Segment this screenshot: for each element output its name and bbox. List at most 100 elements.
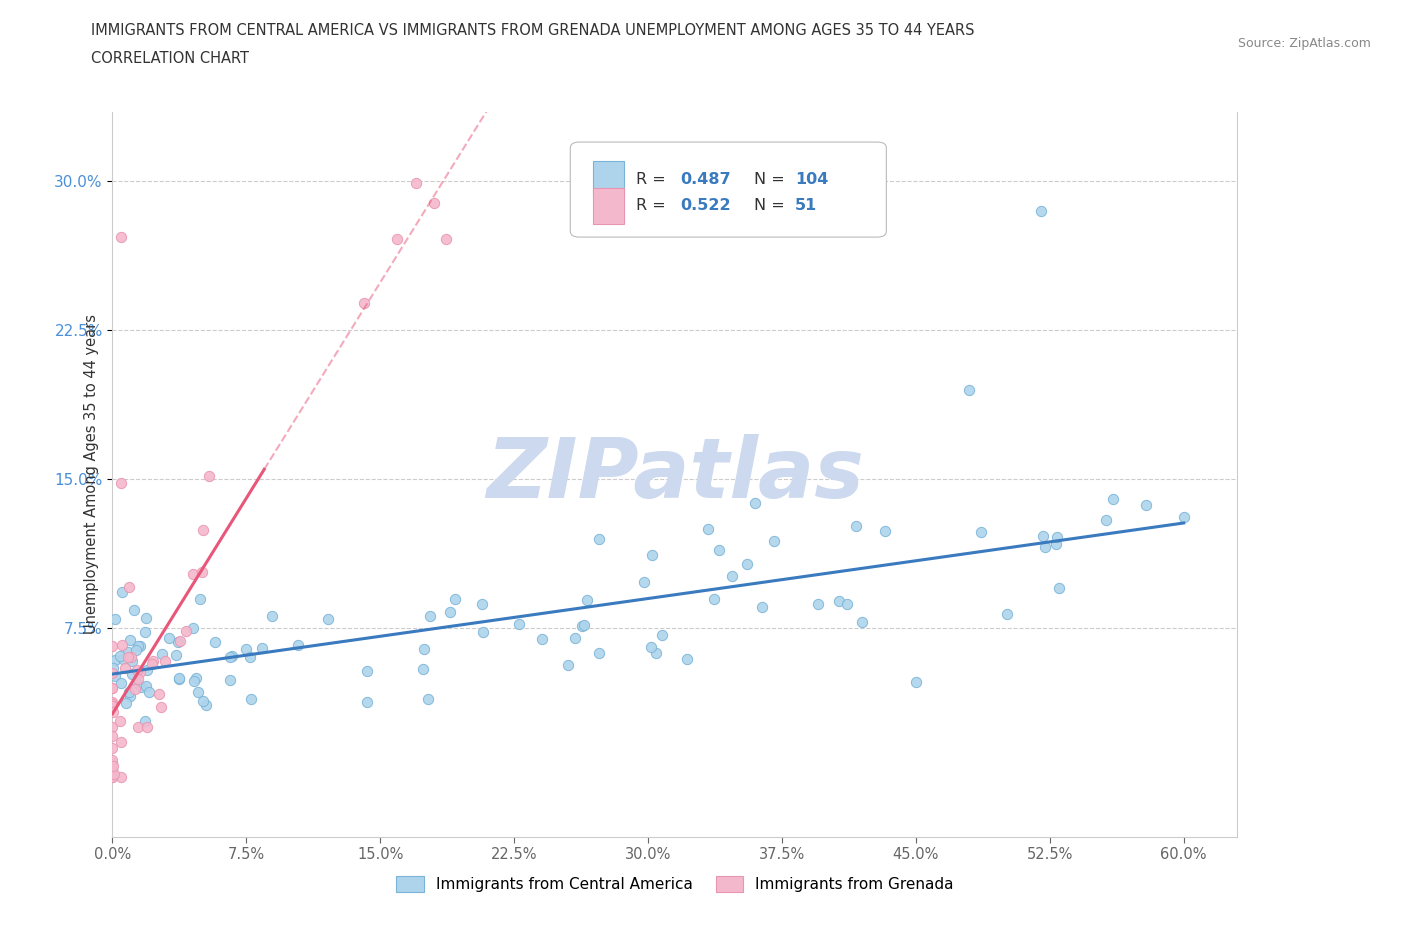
- Point: [120, 688, 142, 703]
- Point: [198, 469, 221, 484]
- Point: [120, 650, 142, 665]
- Point: [125, 675, 148, 690]
- FancyBboxPatch shape: [593, 161, 624, 197]
- Point: [165, 647, 187, 662]
- Text: 104: 104: [796, 171, 828, 187]
- Point: [148, 686, 170, 701]
- Point: [588, 645, 610, 660]
- Point: [183, 673, 205, 688]
- Point: [260, 609, 283, 624]
- Point: [101, 770, 124, 785]
- Point: [187, 684, 209, 699]
- Point: [641, 547, 664, 562]
- Point: [142, 654, 165, 669]
- Point: [1029, 204, 1052, 219]
- Point: [101, 755, 124, 770]
- Point: [150, 646, 173, 661]
- Point: [103, 661, 125, 676]
- Point: [108, 713, 131, 728]
- Point: [101, 752, 124, 767]
- Point: [651, 628, 673, 643]
- Point: [101, 638, 124, 653]
- Point: [835, 597, 858, 612]
- Point: [111, 584, 134, 599]
- Point: [250, 641, 273, 656]
- Text: Source: ZipAtlas.com: Source: ZipAtlas.com: [1237, 37, 1371, 50]
- Point: [707, 542, 730, 557]
- Point: [969, 525, 991, 539]
- FancyBboxPatch shape: [571, 142, 886, 237]
- Point: [108, 648, 131, 663]
- Point: [124, 682, 146, 697]
- Point: [135, 720, 157, 735]
- Point: [169, 633, 191, 648]
- Point: [762, 534, 785, 549]
- Point: [239, 650, 262, 665]
- Point: [702, 591, 724, 606]
- Point: [183, 620, 205, 635]
- Point: [127, 639, 149, 654]
- Point: [121, 667, 143, 682]
- Point: [167, 671, 190, 686]
- Point: [508, 617, 530, 631]
- Point: [471, 597, 494, 612]
- Point: [176, 624, 198, 639]
- Point: [101, 765, 124, 780]
- Point: [405, 176, 427, 191]
- Point: [219, 649, 242, 664]
- Point: [995, 606, 1018, 621]
- Point: [1032, 528, 1054, 543]
- Point: [194, 698, 217, 712]
- Text: IMMIGRANTS FROM CENTRAL AMERICA VS IMMIGRANTS FROM GRENADA UNEMPLOYMENT AMONG AG: IMMIGRANTS FROM CENTRAL AMERICA VS IMMIG…: [91, 23, 974, 38]
- Point: [129, 664, 152, 679]
- Point: [129, 639, 152, 654]
- Text: CORRELATION CHART: CORRELATION CHART: [91, 51, 249, 66]
- Point: [150, 699, 173, 714]
- Point: [127, 671, 149, 686]
- Point: [121, 653, 143, 668]
- Point: [138, 684, 160, 699]
- Point: [101, 680, 124, 695]
- Point: [218, 672, 240, 687]
- Point: [1045, 537, 1067, 551]
- Point: [157, 631, 180, 645]
- Point: [413, 642, 436, 657]
- Point: [419, 608, 441, 623]
- Point: [1135, 498, 1157, 512]
- Text: R =: R =: [636, 171, 671, 187]
- Point: [122, 602, 145, 617]
- Point: [101, 681, 124, 696]
- Point: [111, 638, 134, 653]
- Point: [125, 643, 148, 658]
- Point: [103, 705, 125, 720]
- Point: [101, 770, 124, 785]
- Point: [412, 661, 434, 676]
- Point: [235, 641, 257, 656]
- Text: ZIPatlas: ZIPatlas: [486, 433, 863, 515]
- Text: 0.487: 0.487: [681, 171, 731, 187]
- Text: N =: N =: [754, 171, 790, 187]
- Point: [153, 654, 176, 669]
- Point: [904, 674, 927, 689]
- Legend: Immigrants from Central America, Immigrants from Grenada: Immigrants from Central America, Immigra…: [389, 870, 960, 898]
- Point: [127, 719, 149, 734]
- Point: [101, 665, 124, 680]
- Point: [633, 575, 655, 590]
- Point: [191, 694, 214, 709]
- Point: [875, 524, 897, 538]
- Point: [129, 680, 152, 695]
- Point: [1033, 539, 1056, 554]
- Point: [120, 633, 142, 648]
- Point: [640, 640, 662, 655]
- Point: [104, 669, 127, 684]
- Point: [135, 678, 157, 693]
- Point: [1046, 529, 1069, 544]
- Point: [110, 676, 132, 691]
- Point: [167, 671, 190, 685]
- Point: [114, 660, 136, 675]
- Point: [744, 496, 766, 511]
- Point: [110, 476, 132, 491]
- Point: [564, 631, 586, 645]
- Point: [316, 611, 339, 626]
- Point: [434, 232, 457, 246]
